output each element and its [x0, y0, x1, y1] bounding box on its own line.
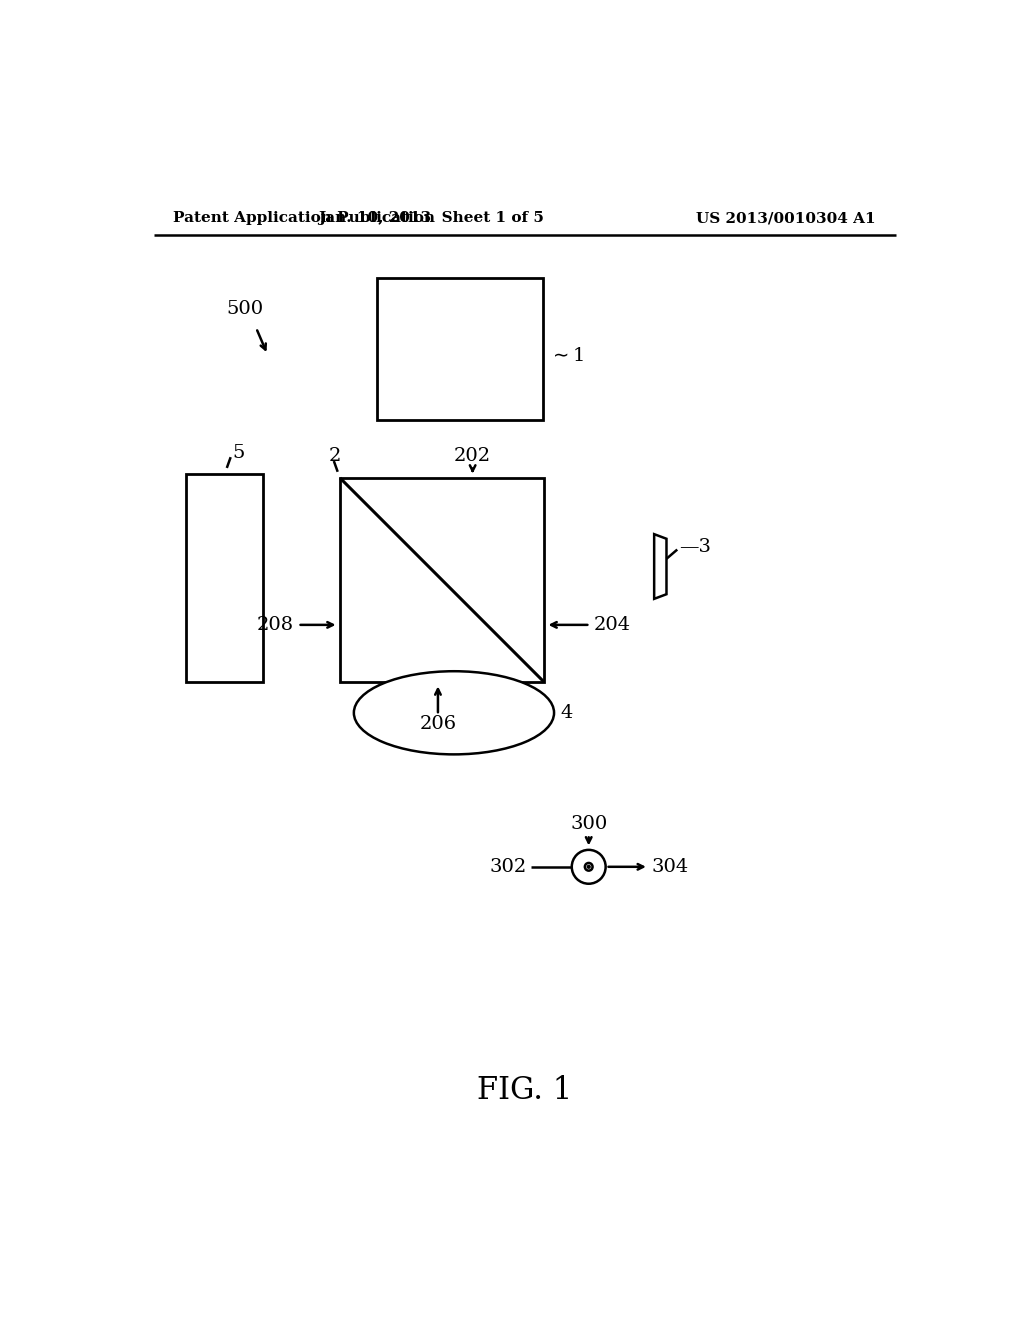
- Text: Patent Application Publication: Patent Application Publication: [173, 211, 435, 226]
- Text: 304: 304: [652, 858, 689, 875]
- Text: 500: 500: [226, 300, 264, 318]
- Text: 206: 206: [420, 715, 457, 734]
- Text: 204: 204: [594, 616, 631, 634]
- Text: 5: 5: [232, 444, 245, 462]
- Text: 202: 202: [454, 447, 492, 466]
- Bar: [186, 474, 263, 682]
- Circle shape: [587, 865, 591, 869]
- Text: 4: 4: [560, 704, 572, 722]
- Text: 302: 302: [489, 858, 527, 875]
- Circle shape: [585, 863, 593, 871]
- Text: —3: —3: [679, 539, 711, 556]
- Text: 2: 2: [329, 447, 341, 466]
- Bar: [377, 277, 543, 420]
- Ellipse shape: [354, 671, 554, 755]
- Circle shape: [571, 850, 605, 884]
- Polygon shape: [654, 535, 667, 599]
- Text: Jan. 10, 2013  Sheet 1 of 5: Jan. 10, 2013 Sheet 1 of 5: [317, 211, 544, 226]
- Text: US 2013/0010304 A1: US 2013/0010304 A1: [696, 211, 876, 226]
- Text: 300: 300: [570, 816, 607, 833]
- Text: 208: 208: [257, 616, 294, 634]
- Bar: [340, 478, 544, 682]
- Text: FIG. 1: FIG. 1: [477, 1074, 572, 1106]
- Text: $\sim$1: $\sim$1: [549, 347, 585, 366]
